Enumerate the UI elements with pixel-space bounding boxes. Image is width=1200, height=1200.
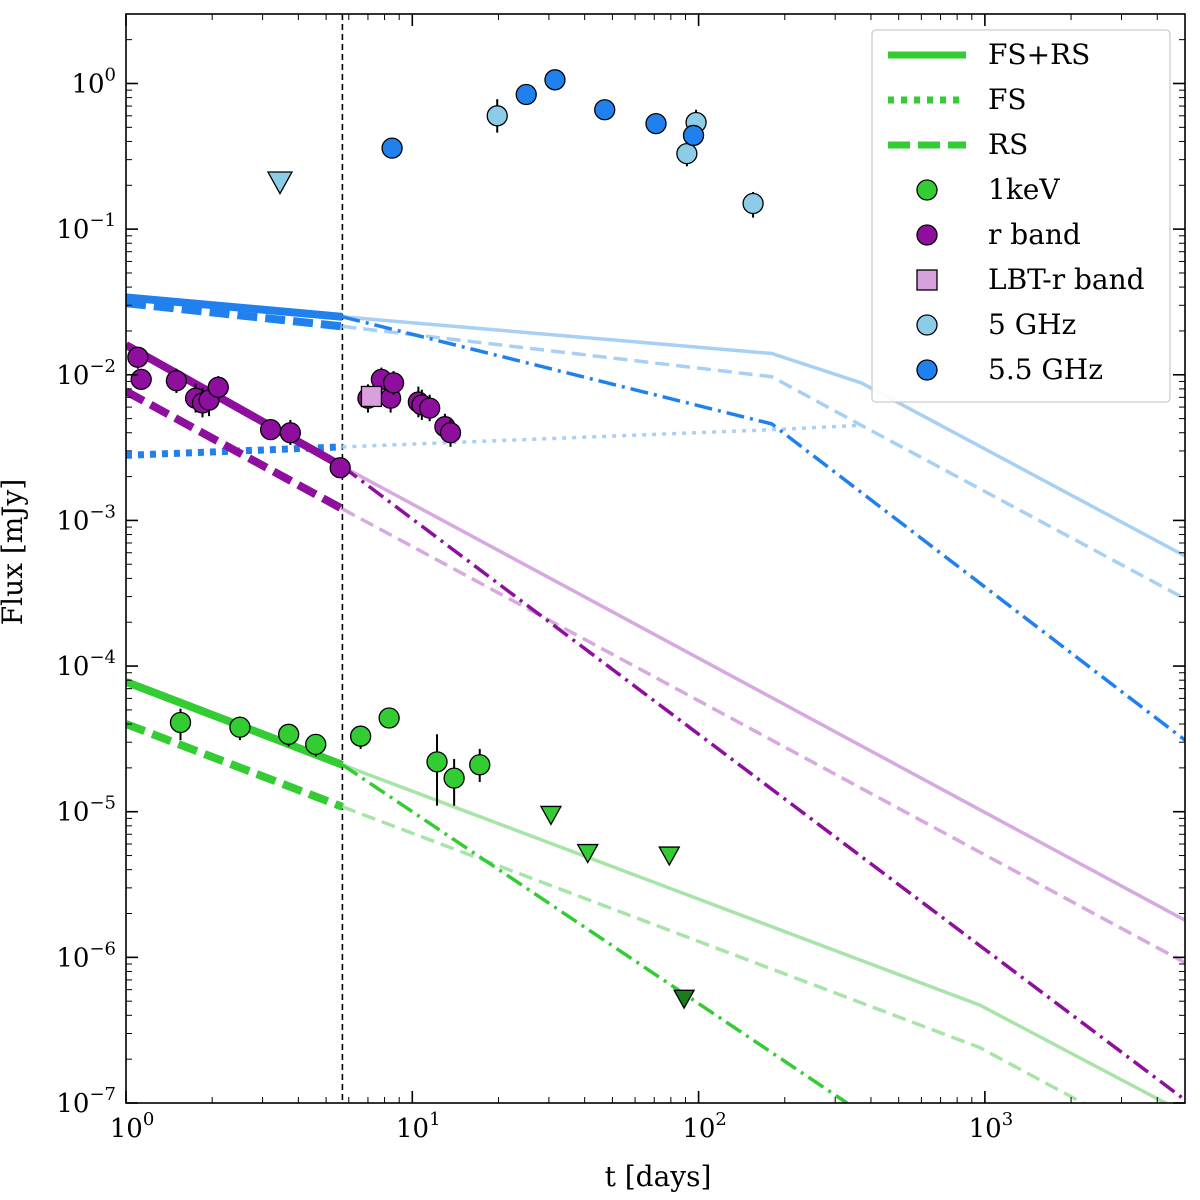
model-radio-rs-early <box>126 299 343 331</box>
5-ghz-upper-limit-marker <box>266 171 294 195</box>
1kev-point <box>469 754 491 776</box>
y-tick-label: 10−1 <box>56 210 116 245</box>
1kev-point <box>426 751 448 773</box>
r-band-point <box>329 457 351 479</box>
1kev-upper-limits-marker <box>658 846 681 867</box>
model-x-rs-post <box>341 763 848 1103</box>
1kev-upper-limits-marker <box>539 805 563 826</box>
legend: FS+RS FS RS 1keV r band LBT-r band 5 GHz 5.5 GH… <box>871 29 1171 403</box>
5-5-ghz-point <box>682 124 705 147</box>
r-band-point <box>207 376 229 398</box>
x-tick-label: 100 <box>110 1109 155 1144</box>
model-radio-fs-rs-late <box>342 315 1185 558</box>
r-band-point <box>279 422 301 444</box>
1kev-point <box>378 707 400 729</box>
legend-swatch-5-5-ghz <box>916 359 938 381</box>
5-ghz-point <box>676 142 698 165</box>
plot-frame <box>125 13 1186 1104</box>
x-tick-label: 102 <box>682 1109 727 1144</box>
1kev-point <box>349 725 372 747</box>
r-band-point <box>419 397 441 419</box>
y-tick-label: 10−4 <box>56 647 116 682</box>
y-tick-label: 10−5 <box>56 793 116 828</box>
x-tick-label: 103 <box>969 1109 1014 1144</box>
legend-label-1kev: 1keV <box>988 173 1060 206</box>
y-axis-label: Flux [mJy] <box>0 479 29 626</box>
model-x-rs-early <box>126 720 344 811</box>
lbt-r-band-point <box>360 385 383 408</box>
5-5-ghz-point <box>645 112 667 135</box>
legend-label-fs-rs: FS+RS <box>988 38 1090 71</box>
5-5-ghz-point <box>381 137 403 159</box>
r-band-point <box>127 346 149 368</box>
r-band-point <box>130 368 152 391</box>
legend-label-lbt-r-band: LBT-r band <box>988 263 1145 296</box>
model-r-rs-post <box>341 465 1185 1102</box>
1kev-point <box>443 767 465 789</box>
legend-box <box>871 29 1171 403</box>
5-ghz-point <box>486 105 508 127</box>
y-tick-label: 100 <box>71 64 116 99</box>
5-5-ghz-point <box>594 99 616 121</box>
model-radio-fs-rs-early <box>126 293 343 321</box>
model-radio-rs-late <box>342 324 1185 601</box>
legend-swatch-1kev <box>916 179 938 201</box>
legend-swatch-lbt-r-band <box>916 269 938 291</box>
1kev-point <box>229 716 251 738</box>
model-r-fs-rs-late <box>341 464 1185 922</box>
1kev-point <box>278 723 300 745</box>
r-band-point <box>382 372 405 394</box>
x-axis-label: t [days] <box>605 1160 712 1193</box>
y-tick-label: 10−3 <box>56 501 116 536</box>
model-radio-rs-post <box>341 315 1185 742</box>
1kev-upper-limits-marker <box>576 843 599 864</box>
legend-label-r-band: r band <box>988 218 1081 251</box>
legend-label-rs: RS <box>988 128 1028 161</box>
model-r-rs-late <box>341 507 1185 965</box>
5-ghz-point <box>742 192 764 215</box>
r-band-point <box>439 422 462 444</box>
model-r-fs-rs-early <box>126 341 345 470</box>
legend-swatch-r-band <box>916 224 938 246</box>
model-r-rs-early <box>126 387 345 513</box>
x-tick-label: 101 <box>396 1109 441 1144</box>
model-x-fs-rs-late <box>341 763 1170 1103</box>
axes: 100 101 102 103 100 10−1 10−2 10−3 10−4 10−5 10−6 1… <box>56 13 1186 1144</box>
r-band-point <box>165 370 188 392</box>
1kev-point <box>305 733 327 756</box>
model-radio-fs-late <box>342 423 862 449</box>
legend-label-fs: FS <box>988 83 1027 116</box>
y-tick-label: 10−6 <box>56 938 116 973</box>
5-5-ghz-point <box>544 69 566 91</box>
1kev-upper-limits-marker <box>672 989 696 1010</box>
legend-label-5-5-ghz: 5.5 GHz <box>988 353 1103 386</box>
data-points <box>127 69 764 1010</box>
y-tick-label: 10−7 <box>56 1084 116 1119</box>
y-tick-label: 10−2 <box>56 356 116 391</box>
r-band-point <box>259 419 282 441</box>
legend-swatch-5-ghz <box>916 314 938 336</box>
model-x-rs-late <box>341 805 1087 1103</box>
5-5-ghz-point <box>515 83 537 106</box>
legend-label-5-ghz: 5 GHz <box>988 308 1076 341</box>
1kev-point <box>169 711 192 734</box>
